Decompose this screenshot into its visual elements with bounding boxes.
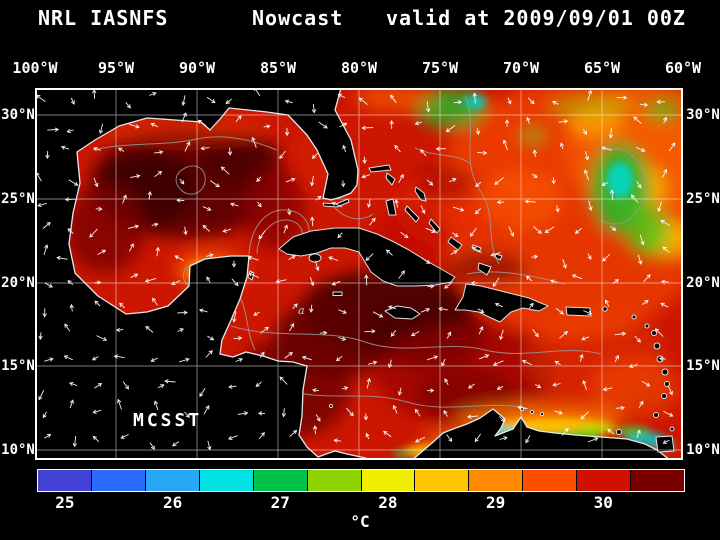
island-grand-cayman <box>332 291 343 296</box>
lat-tick-label: 30°N <box>686 107 720 123</box>
colorbar-tick-label: 26 <box>162 493 183 512</box>
colorbar-segment <box>523 470 578 491</box>
current-vector-arrows <box>35 88 676 451</box>
lon-tick-label: 90°W <box>178 59 216 77</box>
lat-tick-label: 20°N <box>686 275 720 291</box>
colorbar-segment <box>361 470 416 491</box>
colorbar-segment <box>91 470 146 491</box>
lat-tick-label: 30°N <box>1 107 35 123</box>
lon-tick-label: 60°W <box>664 59 702 77</box>
colorbar-tick-label: 27 <box>270 493 290 512</box>
colorbar-ticks: 25 26 27 28 29 30 <box>38 493 684 512</box>
island-jamaica <box>384 305 421 320</box>
colorbar-segment <box>199 470 254 491</box>
colorbar-tick-label: 28 <box>378 493 398 512</box>
model-name: NRL IASNFS <box>38 6 169 30</box>
lon-tick-label: 80°W <box>340 59 378 77</box>
island-isla-juventud <box>308 253 322 263</box>
lon-tick-label: 65°W <box>583 59 621 77</box>
colorbar-segment <box>415 470 470 491</box>
colorbar-segment <box>145 470 200 491</box>
colorbar-unit: °C <box>350 512 370 531</box>
lat-tick-label: 10°N <box>686 442 720 458</box>
contour-label-a: a <box>298 304 305 317</box>
colorbar-segment <box>631 470 685 491</box>
lon-tick-label: 95°W <box>97 59 135 77</box>
valid-time: valid at 2009/09/01 00Z <box>386 6 686 30</box>
lon-tick-label: 75°W <box>421 59 459 77</box>
colorbar-segment <box>253 470 308 491</box>
bahamas <box>368 164 503 276</box>
product-name: Nowcast <box>252 6 344 30</box>
island-hispaniola <box>454 283 549 323</box>
lon-tick-label: 70°W <box>502 59 540 77</box>
coastline <box>68 88 671 460</box>
lat-tick-label: 25°N <box>686 191 720 207</box>
colorbar-segment <box>577 470 632 491</box>
colorbar-tick-label: 30 <box>593 493 613 512</box>
lat-tick-label: 15°N <box>1 358 35 374</box>
sst-map: MCSST a <box>35 88 683 460</box>
colorbar-segment <box>469 470 524 491</box>
colorbar-tick-label: 25 <box>55 493 75 512</box>
colorbar-segment <box>307 470 362 491</box>
island-puerto-rico <box>565 306 592 317</box>
mcsst-label: MCSST <box>133 410 202 431</box>
lon-tick-label: 85°W <box>259 59 297 77</box>
colorbar-tick-label: 29 <box>485 493 506 512</box>
colorbar-segments <box>37 469 685 492</box>
map-frame <box>35 88 683 460</box>
colorbar-segment <box>38 470 92 491</box>
lat-tick-label: 20°N <box>1 275 35 291</box>
lat-tick-label: 15°N <box>686 358 720 374</box>
grid-lines <box>35 88 683 460</box>
lon-tick-label: 100°W <box>12 59 58 77</box>
island-trinidad <box>655 435 675 453</box>
lat-tick-label: 25°N <box>1 191 35 207</box>
lat-tick-label: 10°N <box>1 442 35 458</box>
